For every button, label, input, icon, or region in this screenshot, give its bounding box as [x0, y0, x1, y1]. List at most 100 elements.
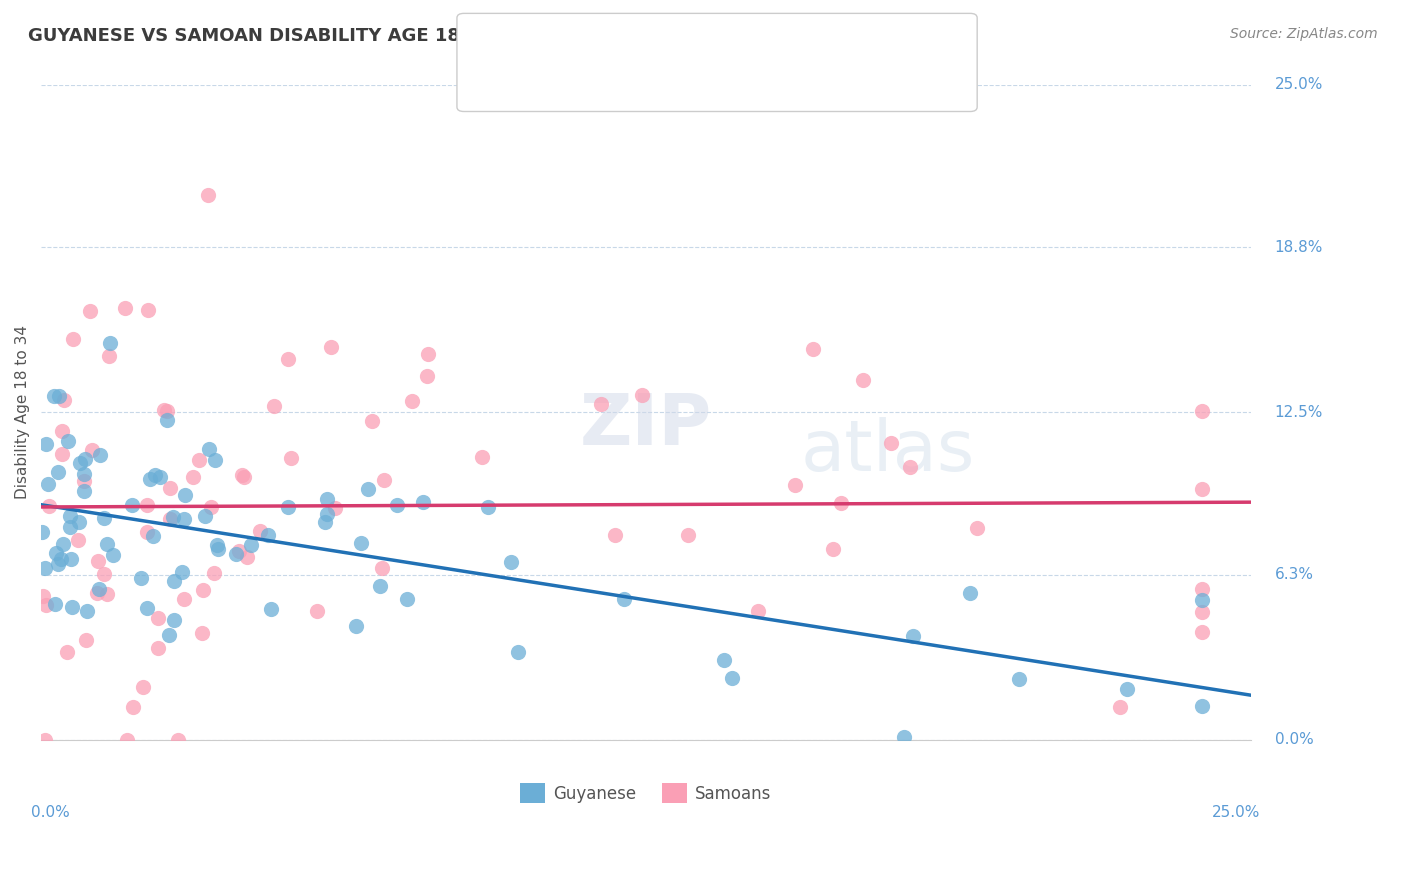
Point	[678, 528, 700, 542]
Point	[31, 525, 53, 540]
Point	[42, 389, 65, 403]
Point	[89, 448, 111, 462]
Text: atlas: atlas	[800, 417, 974, 486]
Point	[231, 468, 253, 483]
Point	[315, 508, 337, 522]
Point	[86, 586, 108, 600]
Point	[277, 500, 299, 514]
Point	[357, 482, 380, 496]
Point	[69, 456, 91, 470]
Point	[194, 508, 217, 523]
Point	[52, 537, 75, 551]
Point	[59, 520, 82, 534]
Point	[785, 478, 807, 492]
Point	[34, 436, 56, 450]
Point	[603, 527, 626, 541]
Point	[35, 598, 58, 612]
Text: R = -0.356   N = 77: R = -0.356 N = 77	[527, 34, 734, 52]
Point	[59, 509, 82, 524]
Text: 25.0%: 25.0%	[1275, 78, 1323, 93]
Point	[239, 538, 262, 552]
Point	[96, 537, 118, 551]
Point	[1191, 605, 1213, 619]
Point	[59, 552, 82, 566]
Point	[170, 566, 193, 580]
Point	[821, 542, 844, 557]
Point	[101, 548, 124, 562]
Text: 6.3%: 6.3%	[1275, 567, 1313, 582]
Point	[131, 571, 153, 585]
Point	[76, 604, 98, 618]
Point	[898, 459, 921, 474]
Text: 25.0%: 25.0%	[1212, 805, 1260, 821]
Point	[52, 393, 75, 408]
Point	[56, 434, 79, 449]
Point	[207, 541, 229, 556]
Point	[156, 404, 179, 418]
Point	[79, 303, 101, 318]
Point	[190, 626, 212, 640]
Point	[1191, 483, 1213, 497]
Point	[200, 500, 222, 514]
Point	[501, 555, 523, 569]
Point	[156, 413, 179, 427]
Point	[162, 510, 184, 524]
Point	[233, 470, 256, 484]
Point	[89, 582, 111, 596]
Text: GUYANESE VS SAMOAN DISABILITY AGE 18 TO 34 CORRELATION CHART: GUYANESE VS SAMOAN DISABILITY AGE 18 TO …	[28, 27, 747, 45]
Point	[204, 452, 226, 467]
Point	[966, 521, 988, 535]
Point	[98, 349, 121, 363]
Point	[60, 599, 83, 614]
Point	[34, 732, 56, 747]
Point	[73, 474, 96, 488]
Point	[115, 732, 138, 747]
Point	[159, 512, 181, 526]
Point	[122, 700, 145, 714]
Point	[316, 492, 339, 507]
Point	[879, 435, 901, 450]
Point	[45, 546, 67, 560]
Point	[197, 188, 219, 202]
Point	[228, 544, 250, 558]
Point	[191, 582, 214, 597]
Point	[93, 511, 115, 525]
Point	[38, 500, 60, 514]
Point	[344, 619, 367, 633]
Point	[135, 499, 157, 513]
Point	[100, 335, 122, 350]
Point	[67, 533, 90, 548]
Point	[131, 681, 153, 695]
Point	[1191, 593, 1213, 607]
Point	[396, 592, 419, 607]
Point	[135, 601, 157, 615]
Point	[249, 524, 271, 538]
Point	[202, 566, 225, 581]
Point	[114, 301, 136, 315]
Point	[163, 613, 186, 627]
Point	[263, 399, 285, 413]
Point	[37, 477, 59, 491]
Point	[76, 633, 98, 648]
Text: 12.5%: 12.5%	[1275, 405, 1323, 420]
Point	[31, 589, 53, 603]
Point	[1115, 682, 1137, 697]
Point	[901, 629, 924, 643]
Point	[146, 640, 169, 655]
Point	[385, 499, 408, 513]
Point	[51, 447, 73, 461]
Point	[713, 653, 735, 667]
Point	[613, 591, 636, 606]
Point	[67, 515, 90, 529]
Point	[56, 645, 79, 659]
Point	[82, 442, 104, 457]
Point	[477, 500, 499, 514]
Point	[157, 627, 180, 641]
Point	[1191, 625, 1213, 640]
Point	[46, 557, 69, 571]
Point	[631, 388, 654, 402]
Point	[314, 516, 336, 530]
Point	[323, 501, 346, 516]
Point	[48, 466, 70, 480]
Point	[1191, 582, 1213, 596]
